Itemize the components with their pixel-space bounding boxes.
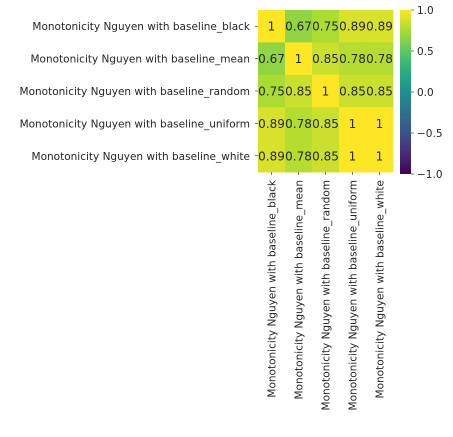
- heatmap-cell: [312, 74, 340, 108]
- heatmap-cell: [258, 107, 286, 140]
- column-tick-label: Monotonicity Nguyen with baseline_mean: [294, 180, 306, 400]
- heatmap-cell: [258, 74, 286, 108]
- cell-value-label: 0.67: [258, 52, 285, 66]
- cell-value-label: 1: [376, 149, 384, 163]
- cell-value-label: 0.78: [366, 52, 393, 66]
- row-tick-label: Monotonicity Nguyen with baseline_black: [32, 21, 251, 33]
- colorbar-tick-label: 0.0: [417, 87, 434, 99]
- colorbar-gradient: [400, 10, 411, 174]
- cell-value-label: 1: [295, 52, 303, 66]
- colorbar-tick-label: 0.5: [417, 46, 434, 58]
- heatmap-cell: [339, 42, 367, 76]
- cell-value-label: 0.78: [285, 149, 312, 163]
- cell-value-label: 0.85: [312, 117, 339, 131]
- heatmap-cell: [339, 74, 367, 108]
- heatmap-cell: [339, 10, 367, 43]
- heatmap-cell: [312, 42, 340, 76]
- heatmap-cell: [312, 139, 340, 173]
- cell-value-label: 0.78: [285, 117, 312, 131]
- cell-value-label: 0.85: [339, 85, 366, 99]
- cell-value-label: 0.85: [285, 85, 312, 99]
- cell-value-label: 0.75: [312, 20, 339, 34]
- heatmap-cell: [366, 139, 394, 173]
- colorbar-tick-label: 1.0: [417, 5, 434, 17]
- row-tick-label: Monotonicity Nguyen with baseline_white: [32, 151, 250, 163]
- heatmap-cells: [258, 10, 394, 173]
- column-tick-label: Monotonicity Nguyen with baseline_black: [267, 179, 279, 398]
- column-tick-label: Monotonicity Nguyen with baseline_white: [375, 180, 387, 398]
- cell-value-label: 1: [376, 117, 384, 131]
- cell-value-label: 1: [349, 149, 357, 163]
- cell-value-label: 0.89: [258, 149, 285, 163]
- column-tick-labels: Monotonicity Nguyen with baseline_black M…: [267, 172, 387, 410]
- row-tick-label: Monotonicity Nguyen with baseline_unifor…: [20, 118, 250, 130]
- heatmap-cell: [366, 74, 394, 108]
- heatmap-cell: [339, 139, 367, 173]
- heatmap-cell: [285, 74, 313, 108]
- cell-value-label: 0.89: [339, 20, 366, 34]
- heatmap-cell: [366, 107, 394, 140]
- heatmap-cell: [339, 107, 367, 140]
- cell-value-label: 0.75: [258, 85, 285, 99]
- heatmap-cell: [285, 10, 313, 43]
- heatmap-cell: [366, 10, 394, 43]
- heatmap-cell: [258, 139, 286, 173]
- row-tick-label: Monotonicity Nguyen with baseline_mean: [31, 54, 251, 66]
- row-tick-labels: Monotonicity Nguyen with baseline_black M…: [20, 21, 258, 163]
- row-tick-label: Monotonicity Nguyen with baseline_random: [20, 86, 250, 98]
- colorbar: 1.0 0.5 0.0 −0.5 −1.0: [400, 5, 443, 181]
- cell-value-label: 1: [349, 117, 357, 131]
- heatmap-cell: [312, 10, 340, 43]
- heatmap-cell: [366, 42, 394, 76]
- cell-value-label: 0.89: [258, 117, 285, 131]
- cell-value-label: 0.89: [366, 20, 393, 34]
- colorbar-tick-label: −0.5: [417, 128, 443, 140]
- heatmap-cell: [285, 107, 313, 140]
- cell-value-label: 0.67: [285, 20, 312, 34]
- heatmap-annotations: 1 0.67 0.75 0.89 0.890.67 1 0.85 0.78 0.780.75 0.…: [258, 20, 393, 164]
- heatmap-cell: [312, 107, 340, 140]
- heatmap-cell: [285, 139, 313, 173]
- column-tick-label: Monotonicity Nguyen with baseline_unifor…: [348, 180, 360, 410]
- cell-value-label: 0.85: [312, 149, 339, 163]
- heatmap-cell: [258, 42, 286, 76]
- colorbar-tick-label: −1.0: [417, 169, 443, 181]
- cell-value-label: 1: [268, 20, 276, 34]
- cell-value-label: 0.78: [339, 52, 366, 66]
- column-tick-label: Monotonicity Nguyen with baseline_random: [321, 180, 333, 410]
- heatmap-cell: [285, 42, 313, 76]
- cell-value-label: 0.85: [366, 85, 393, 99]
- cell-value-label: 0.85: [312, 52, 339, 66]
- heatmap-cell: [258, 10, 286, 43]
- cell-value-label: 1: [322, 85, 330, 99]
